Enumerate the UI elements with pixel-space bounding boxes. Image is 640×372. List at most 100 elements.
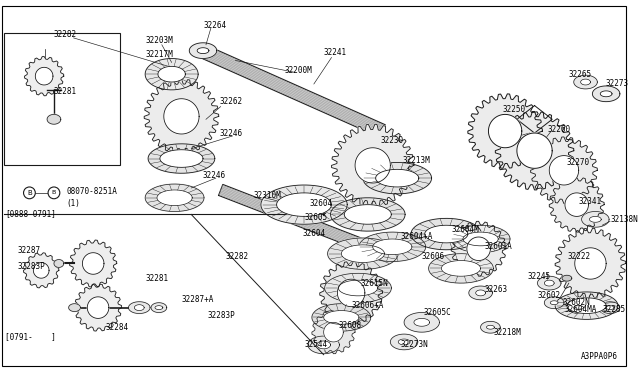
Polygon shape <box>328 238 398 269</box>
Polygon shape <box>129 302 150 314</box>
Text: 32605C: 32605C <box>424 308 451 317</box>
Polygon shape <box>398 339 410 345</box>
Polygon shape <box>68 304 81 311</box>
Text: 32263: 32263 <box>484 285 508 295</box>
Text: 32604: 32604 <box>302 228 325 238</box>
Text: 32604MA: 32604MA <box>565 305 597 314</box>
Polygon shape <box>593 86 620 102</box>
Polygon shape <box>574 306 584 310</box>
Polygon shape <box>442 260 481 276</box>
Polygon shape <box>261 185 348 224</box>
Polygon shape <box>568 302 589 314</box>
Text: 32213M: 32213M <box>402 156 430 165</box>
Polygon shape <box>414 318 429 326</box>
Polygon shape <box>600 302 620 314</box>
Text: 32230: 32230 <box>381 137 404 145</box>
Text: 32284: 32284 <box>106 323 129 332</box>
Text: 32203M: 32203M <box>145 36 173 45</box>
Polygon shape <box>324 322 343 342</box>
Polygon shape <box>157 190 192 206</box>
Bar <box>4 33 120 166</box>
Text: 32544: 32544 <box>304 340 327 349</box>
Text: 32608: 32608 <box>339 321 362 330</box>
Text: 32222: 32222 <box>567 252 591 261</box>
Text: 32282: 32282 <box>225 252 249 261</box>
Text: A3PPA0P6: A3PPA0P6 <box>581 352 618 361</box>
Polygon shape <box>495 112 574 190</box>
Text: 32273: 32273 <box>605 80 628 89</box>
Text: 08070-8251A: 08070-8251A <box>67 187 118 196</box>
Polygon shape <box>359 232 426 262</box>
Polygon shape <box>324 273 391 303</box>
Polygon shape <box>425 225 468 243</box>
Polygon shape <box>83 253 104 274</box>
Polygon shape <box>372 239 412 255</box>
Polygon shape <box>404 312 440 332</box>
Text: B: B <box>52 190 56 195</box>
Polygon shape <box>70 240 116 287</box>
Text: 32604+A: 32604+A <box>400 231 433 241</box>
Text: 32241: 32241 <box>324 48 347 57</box>
Text: 32606+A: 32606+A <box>351 301 383 310</box>
Polygon shape <box>164 99 199 134</box>
Polygon shape <box>469 286 492 300</box>
Text: 32615N: 32615N <box>361 279 388 288</box>
Polygon shape <box>467 237 490 260</box>
Text: 32200M: 32200M <box>284 66 312 75</box>
Polygon shape <box>463 232 499 246</box>
Polygon shape <box>567 298 606 314</box>
Polygon shape <box>312 311 355 354</box>
Polygon shape <box>565 193 588 217</box>
Polygon shape <box>145 58 198 90</box>
Polygon shape <box>363 163 431 194</box>
Polygon shape <box>47 115 61 124</box>
Polygon shape <box>538 276 561 290</box>
Text: 32246: 32246 <box>220 129 243 138</box>
Text: 32217M: 32217M <box>145 50 173 59</box>
Polygon shape <box>545 297 564 309</box>
Polygon shape <box>218 185 375 254</box>
Text: 32273N: 32273N <box>400 340 428 349</box>
Polygon shape <box>411 218 481 250</box>
Text: 32606: 32606 <box>422 252 445 261</box>
Text: 32262: 32262 <box>220 97 243 106</box>
Polygon shape <box>155 306 163 310</box>
Text: B: B <box>27 190 32 196</box>
Polygon shape <box>344 205 391 224</box>
Polygon shape <box>429 254 493 283</box>
Polygon shape <box>555 228 626 299</box>
Polygon shape <box>87 297 109 318</box>
Polygon shape <box>35 67 53 85</box>
Polygon shape <box>145 184 204 212</box>
Polygon shape <box>337 279 365 307</box>
Text: 32250: 32250 <box>502 105 525 114</box>
Polygon shape <box>320 262 383 324</box>
Text: 32285: 32285 <box>602 305 625 314</box>
Polygon shape <box>160 150 203 167</box>
Polygon shape <box>148 144 215 173</box>
Polygon shape <box>324 311 359 324</box>
Polygon shape <box>197 48 209 54</box>
Polygon shape <box>376 169 419 187</box>
Text: 32246: 32246 <box>202 171 225 180</box>
Text: 32287+A: 32287+A <box>182 295 214 304</box>
Polygon shape <box>312 304 371 331</box>
Circle shape <box>24 187 35 199</box>
Polygon shape <box>451 221 506 276</box>
Text: 32283P: 32283P <box>18 262 45 271</box>
Polygon shape <box>144 79 219 154</box>
Polygon shape <box>481 321 500 333</box>
Polygon shape <box>550 301 558 305</box>
Polygon shape <box>54 260 64 267</box>
Text: 32260: 32260 <box>547 125 570 134</box>
Polygon shape <box>24 57 64 96</box>
Polygon shape <box>606 306 614 310</box>
Text: 32341: 32341 <box>579 197 602 206</box>
Polygon shape <box>151 303 167 312</box>
Text: [0888-0791]: [0888-0791] <box>5 209 56 218</box>
Text: 32604: 32604 <box>310 199 333 208</box>
Text: 32283P: 32283P <box>208 311 236 320</box>
Polygon shape <box>580 79 591 85</box>
Text: 32282: 32282 <box>54 31 77 39</box>
Text: 32245: 32245 <box>527 272 551 281</box>
